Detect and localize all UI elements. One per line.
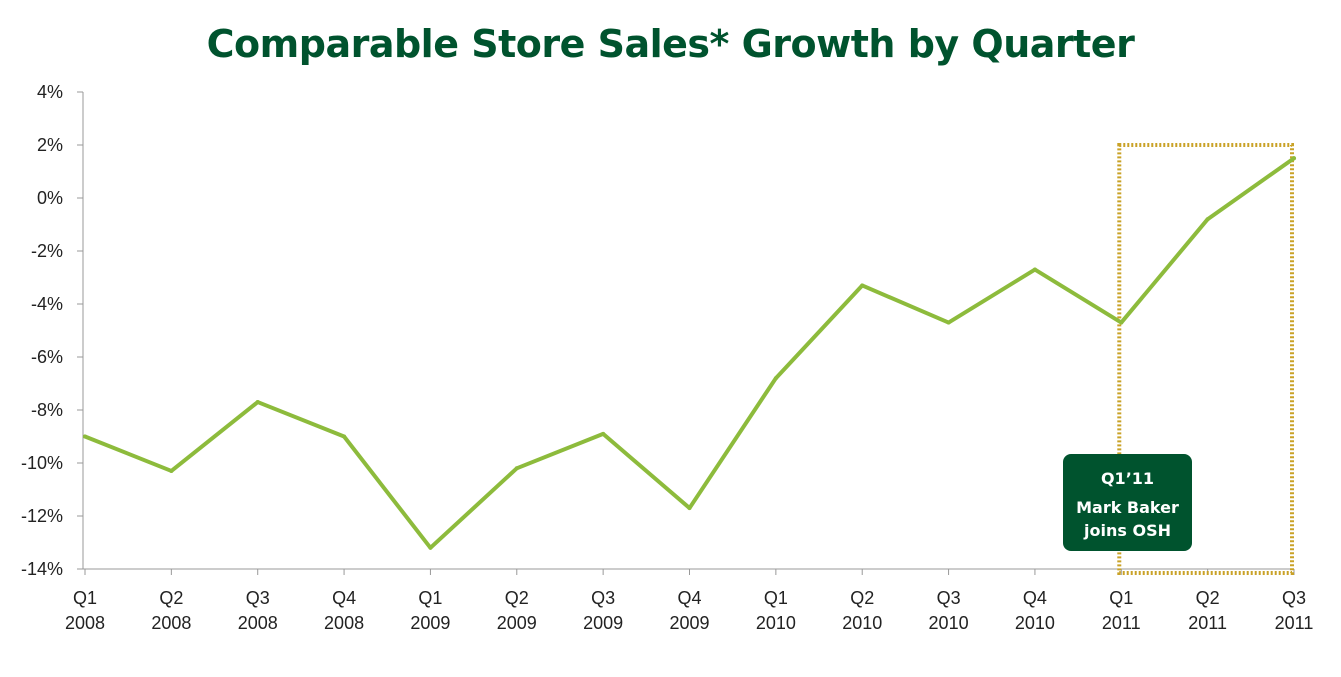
x-tick-label-quarter: Q1 <box>764 588 788 608</box>
x-tick-label-year: 2011 <box>1275 613 1314 633</box>
data-point <box>1032 267 1037 272</box>
y-tick-label: -4% <box>31 294 63 314</box>
x-tick-label-year: 2009 <box>497 613 537 633</box>
x-tick-label-year: 2010 <box>929 613 969 633</box>
x-tick-label-year: 2008 <box>238 613 278 633</box>
x-tick-label-quarter: Q2 <box>159 588 183 608</box>
y-tick-label: -12% <box>21 506 63 526</box>
data-point <box>342 434 347 439</box>
x-tick-label-year: 2010 <box>842 613 882 633</box>
x-tick-label-year: 2010 <box>1015 613 1055 633</box>
annotation-box <box>1063 454 1192 551</box>
x-tick-label-quarter: Q2 <box>850 588 874 608</box>
y-tick-label: -10% <box>21 453 63 473</box>
x-tick-label-quarter: Q1 <box>418 588 442 608</box>
x-axis: Q1 2008 Q2 2008 Q3 2008 Q4 2008 Q1 2009 Q2 2009 Q3 20… <box>65 568 1314 633</box>
x-tick-label-quarter: Q4 <box>677 588 701 608</box>
data-point <box>601 431 606 436</box>
data-point <box>773 376 778 381</box>
x-tick-label-year: 2010 <box>756 613 796 633</box>
y-axis: 4% 2% 0% -2% -4% -6% -8% -10% -12% -14% <box>21 82 84 579</box>
data-point <box>946 320 951 325</box>
x-tick-label-year: 2011 <box>1188 613 1227 633</box>
y-tick-label: 4% <box>37 82 63 102</box>
data-point <box>860 283 865 288</box>
x-tick-label-quarter: Q3 <box>246 588 270 608</box>
x-tick-label-quarter: Q1 <box>1109 588 1133 608</box>
x-tick-label-year: 2008 <box>324 613 364 633</box>
x-tick-label-year: 2008 <box>65 613 105 633</box>
x-tick-label-quarter: Q2 <box>505 588 529 608</box>
x-tick-label-year: 2009 <box>583 613 623 633</box>
annotation-text-line: Mark Baker <box>1076 498 1179 517</box>
y-tick-label: 2% <box>37 135 63 155</box>
annotation-callout: Q1’11 Mark Baker joins OSH <box>1063 454 1192 551</box>
data-point <box>1205 217 1210 222</box>
x-tick-label-quarter: Q2 <box>1196 588 1220 608</box>
annotation-text-line: joins OSH <box>1083 521 1171 540</box>
x-tick-label-quarter: Q3 <box>1282 588 1306 608</box>
y-tick-label: -8% <box>31 400 63 420</box>
x-tick-label-year: 2011 <box>1102 613 1141 633</box>
annotation-text-line: Q1’11 <box>1101 469 1154 488</box>
data-point <box>428 545 433 550</box>
x-tick-label-year: 2009 <box>410 613 450 633</box>
y-tick-label: -6% <box>31 347 63 367</box>
x-tick-label-quarter: Q4 <box>1023 588 1047 608</box>
x-tick-label-quarter: Q3 <box>591 588 615 608</box>
data-point <box>687 506 692 511</box>
data-point <box>1292 156 1296 161</box>
data-point <box>1119 320 1124 325</box>
data-point <box>255 400 260 405</box>
x-tick-label-quarter: Q3 <box>937 588 961 608</box>
x-tick-label-year: 2008 <box>151 613 191 633</box>
series-group <box>83 156 1296 550</box>
data-point <box>169 468 174 473</box>
y-tick-label: 0% <box>37 188 63 208</box>
chart-title: Comparable Store Sales* Growth by Quarte… <box>206 22 1135 66</box>
x-tick-label-quarter: Q4 <box>332 588 356 608</box>
y-tick-label: -2% <box>31 241 63 261</box>
x-tick-label-quarter: Q1 <box>73 588 97 608</box>
data-point <box>83 434 87 439</box>
y-tick-label: -14% <box>21 559 63 579</box>
data-point <box>514 466 519 471</box>
x-tick-label-year: 2009 <box>669 613 709 633</box>
